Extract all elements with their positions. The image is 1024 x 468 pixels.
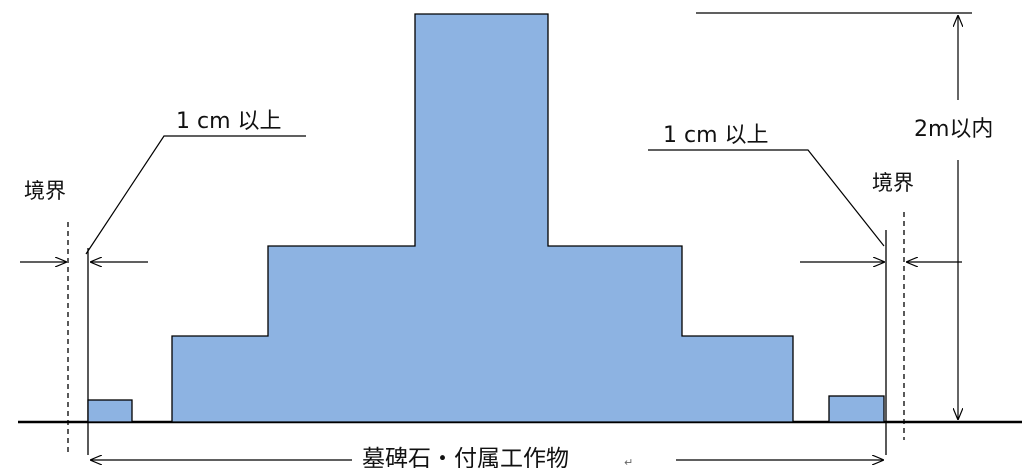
right-attachment (828, 395, 885, 423)
right-border-label: 境界 (872, 171, 914, 195)
left-attachment (87, 399, 133, 423)
paragraph-return-mark: ↵ (624, 456, 633, 468)
structure-label: 墓碑石・付属工作物 (362, 446, 569, 468)
left-gap-leader-line (85, 135, 306, 255)
monument-shape (171, 13, 794, 423)
max-height-label: 2m以内 (914, 117, 993, 142)
right-min-gap-label: 1 cm 以上 (663, 123, 769, 148)
right-gap-leader-line (648, 149, 885, 247)
left-border-label: 境界 (24, 179, 66, 203)
left-min-gap-label: 1 cm 以上 (176, 109, 282, 134)
